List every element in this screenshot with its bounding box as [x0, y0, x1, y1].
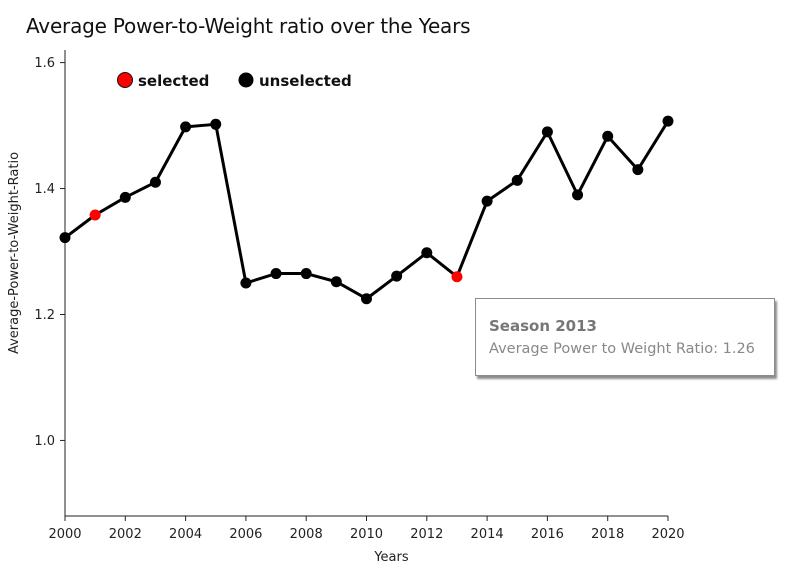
- x-tick-label: 2014: [471, 527, 504, 542]
- y-tick-label: 1.2: [34, 308, 55, 323]
- y-axis-label: Average-Power-to-Weight-Ratio: [7, 152, 22, 354]
- data-point[interactable]: [602, 130, 614, 142]
- data-point[interactable]: [119, 191, 131, 203]
- plot-area: [59, 115, 674, 305]
- data-point[interactable]: [391, 270, 403, 282]
- x-tick-label: 2016: [531, 527, 564, 542]
- data-point[interactable]: [300, 268, 312, 280]
- data-point[interactable]: [149, 176, 161, 188]
- legend-selected-marker: [117, 72, 133, 88]
- axes: 2000 2002 2004 2006 2008 2010 2012 2014 2016 2018…: [7, 50, 685, 565]
- data-tooltip: Season 2013 Average Power to Weight Rati…: [475, 298, 775, 376]
- data-point[interactable]: [541, 126, 553, 138]
- data-point[interactable]: [572, 189, 584, 201]
- data-point[interactable]: [421, 247, 433, 259]
- x-tick-label: 2002: [109, 527, 142, 542]
- x-tick-label: 2012: [410, 527, 443, 542]
- y-tick-label: 1.0: [34, 434, 55, 449]
- x-tick-label: 2020: [651, 527, 684, 542]
- data-point[interactable]: [240, 277, 252, 289]
- data-point[interactable]: [210, 118, 222, 130]
- data-point[interactable]: [632, 164, 644, 176]
- x-tick-label: 2010: [350, 527, 383, 542]
- legend-unselected-label: unselected: [259, 72, 352, 90]
- data-point-selected[interactable]: [89, 209, 101, 221]
- data-point[interactable]: [330, 276, 342, 288]
- data-point[interactable]: [662, 115, 674, 127]
- x-tick-label: 2018: [591, 527, 624, 542]
- legend-selected-label: selected: [138, 72, 209, 90]
- x-axis-label: Years: [373, 550, 409, 565]
- data-point[interactable]: [361, 293, 372, 305]
- x-tick-label: 2008: [290, 527, 323, 542]
- x-tick-label: 2004: [169, 527, 202, 542]
- x-tick-label: 2000: [48, 527, 81, 542]
- data-point[interactable]: [59, 232, 71, 244]
- series-line: [64, 120, 670, 301]
- legend-unselected-marker: [238, 72, 254, 88]
- tooltip-value: Average Power to Weight Ratio: 1.26: [489, 341, 755, 357]
- y-tick-label: 1.4: [34, 182, 55, 197]
- data-point[interactable]: [481, 195, 493, 207]
- legend: selected unselected: [117, 72, 352, 90]
- data-point-selected[interactable]: [451, 271, 463, 283]
- x-tick-label: 2006: [229, 527, 262, 542]
- data-point[interactable]: [180, 121, 192, 133]
- tooltip-title: Season 2013: [489, 317, 597, 335]
- data-point[interactable]: [511, 174, 523, 186]
- y-tick-label: 1.6: [34, 56, 55, 71]
- data-point[interactable]: [270, 268, 282, 280]
- chart-title: Average Power-to-Weight ratio over the Y…: [26, 14, 471, 38]
